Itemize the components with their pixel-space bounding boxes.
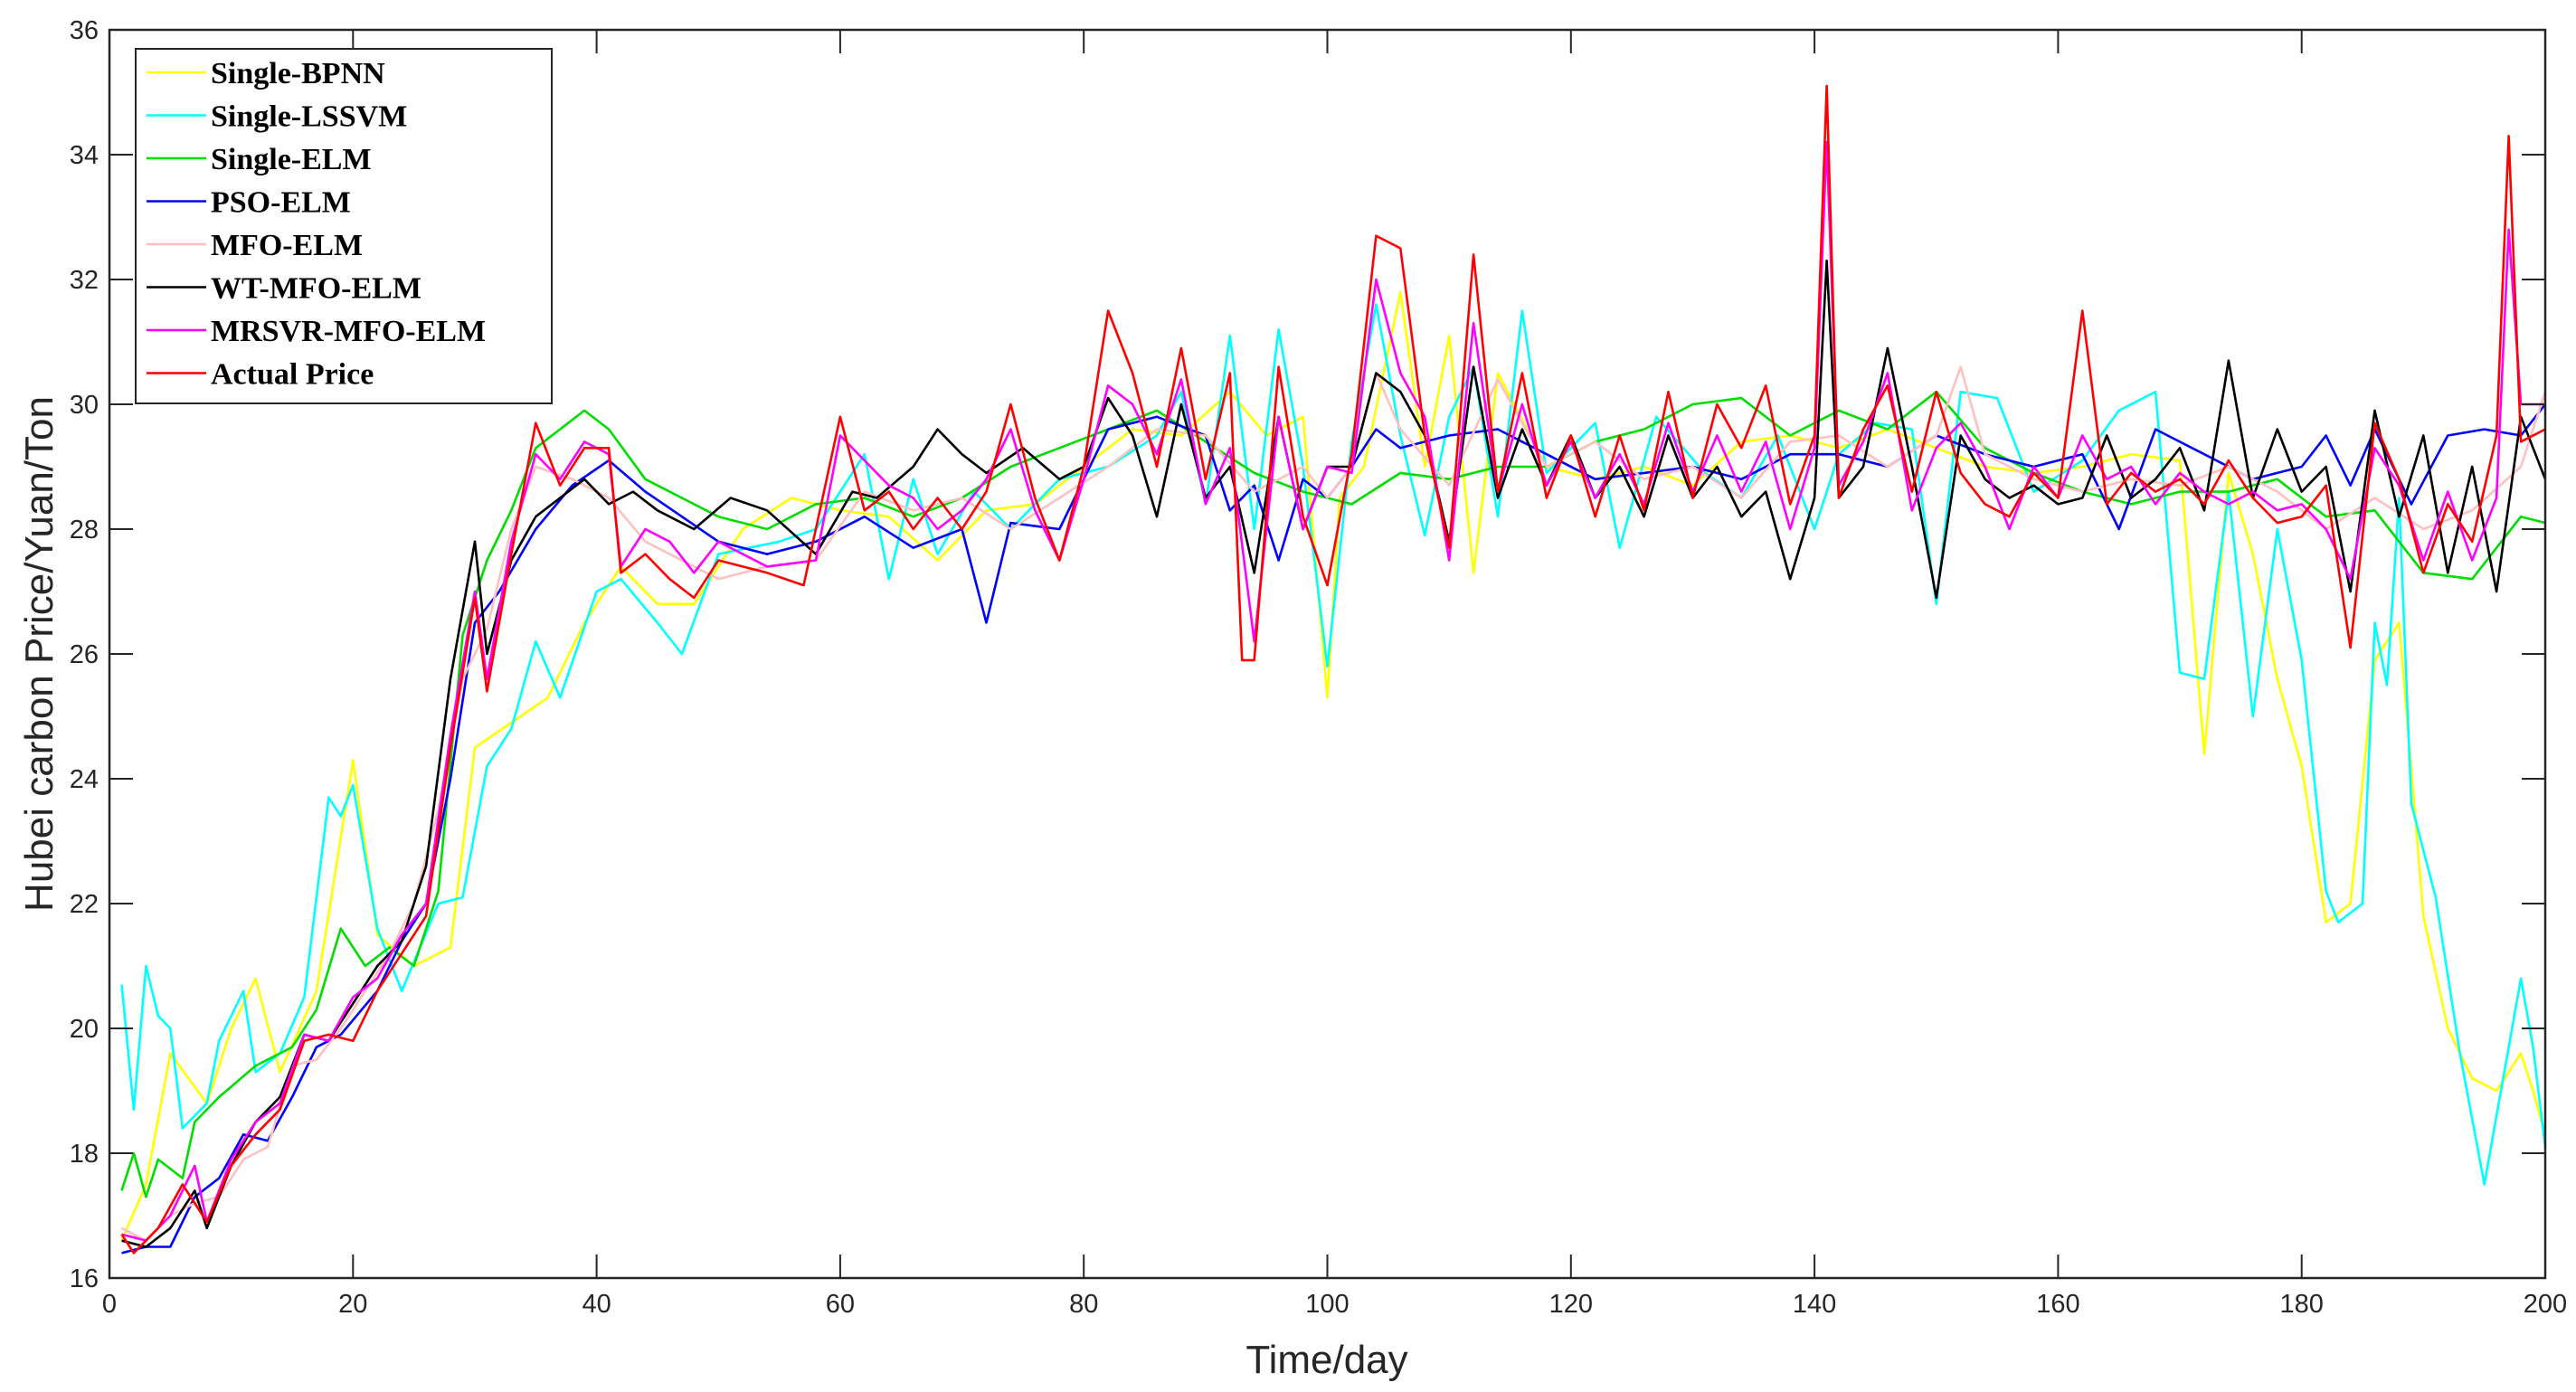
x-tick-label-5: 100 (1305, 1290, 1349, 1319)
y-tick-label-6: 28 (70, 516, 99, 544)
series-line-1 (120, 290, 2547, 1242)
series-line-2 (120, 303, 2547, 1186)
series-layer (120, 84, 2547, 1255)
y-tick-label-4: 24 (70, 765, 99, 794)
legend-label-4: PSO-ELM (211, 186, 351, 220)
y-tick-label-9: 34 (70, 141, 99, 170)
tick-layer: 0 20 40 60 80 100 120 140 160 180 200 16 18 20 22 24 26 2… (70, 16, 2567, 1319)
legend-label-7: MRSVR-MFO-ELM (211, 315, 486, 348)
legend: Single-BPNN Single-LSSVM Single-ELM PSO-ELM… (135, 48, 553, 404)
x-tick-label-10: 200 (2524, 1290, 2567, 1319)
y-tick-label-10: 36 (70, 16, 99, 45)
x-tick-label-2: 40 (582, 1290, 611, 1319)
series-line-7 (121, 140, 2545, 1242)
x-tick-label-7: 140 (1793, 1290, 1836, 1319)
x-axis-title: Time/day (1245, 1338, 1407, 1382)
legend-label-5: MFO-ELM (211, 229, 363, 262)
legend-label-2: Single-LSSVM (211, 100, 407, 134)
x-tick-label-9: 180 (2280, 1290, 2324, 1319)
y-tick-label-1: 18 (70, 1140, 99, 1169)
series-line-5 (120, 365, 2547, 1242)
legend-label-6: WT-MFO-ELM (211, 272, 421, 306)
y-tick-label-3: 22 (70, 890, 99, 919)
legend-label-3: Single-ELM (211, 143, 372, 176)
series-line-3 (120, 390, 2546, 1198)
x-tick-label-1: 20 (338, 1290, 367, 1319)
x-tick-label-3: 60 (826, 1290, 855, 1319)
x-tick-label-0: 0 (102, 1290, 117, 1319)
y-tick-label-7: 30 (70, 391, 99, 420)
x-tick-label-6: 120 (1549, 1290, 1593, 1319)
y-axis-title: Hubei carbon Price/Yuan/Ton (17, 396, 62, 912)
x-tick-label-4: 80 (1069, 1290, 1098, 1319)
legend-label-1: Single-BPNN (211, 57, 385, 90)
series-line-4 (121, 403, 2547, 1255)
y-tick-label-5: 26 (70, 640, 99, 669)
x-tick-label-8: 160 (2036, 1290, 2079, 1319)
legend-label-8: Actual Price (211, 358, 374, 392)
series-line-6 (121, 260, 2547, 1248)
y-tick-label-8: 32 (70, 266, 99, 295)
legend-entries: Single-BPNN Single-LSSVM Single-ELM PSO-ELM… (147, 57, 486, 392)
series-line-8 (120, 84, 2546, 1255)
y-tick-label-0: 16 (70, 1264, 99, 1293)
y-tick-label-2: 20 (70, 1015, 99, 1044)
legend-box (135, 48, 553, 404)
